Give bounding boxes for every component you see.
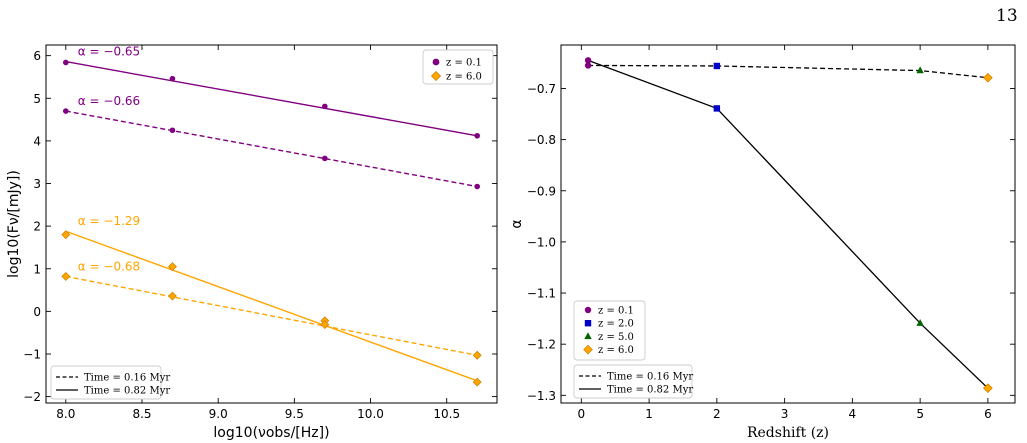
x-tick-label: 2 (713, 407, 721, 421)
alpha-annotation: α = −1.29 (78, 214, 140, 228)
x-tick-label: 6 (984, 407, 992, 421)
data-point (916, 319, 924, 326)
alpha-redshift-panel: 0 1 2 3 4 5 6 −0.7 −0.8 −0.9 −1.0 −1.1 −1.2 −1.3 Redsh… (509, 44, 1016, 441)
x-tick-label: 0 (578, 407, 586, 421)
x-tick-label: 4 (849, 407, 857, 421)
legend-marker (584, 306, 592, 314)
data-point (168, 262, 177, 272)
data-point (322, 155, 328, 162)
plot-frame (45, 44, 498, 404)
y-tick-label: −0.8 (527, 133, 556, 147)
legend-label: z = 0.1 (598, 306, 634, 317)
y-tick-label: 0 (33, 305, 41, 319)
data-point (916, 66, 924, 74)
data-point (61, 271, 71, 281)
data-point (584, 62, 592, 69)
alpha-annotation: α = −0.68 (78, 259, 140, 273)
x-axis-label: Redshift (z) (747, 425, 829, 441)
legend-label: z = 6.0 (598, 345, 634, 356)
data-point (472, 350, 482, 360)
x-tick-label: 3 (781, 407, 789, 421)
data-point (713, 62, 721, 70)
fit-line (65, 60, 478, 137)
x-tick-label: 8.5 (132, 407, 151, 421)
data-point (713, 105, 721, 112)
data-point (63, 59, 69, 66)
alpha-annotation: α = −0.66 (78, 94, 140, 108)
y-tick-label: −1.0 (527, 235, 556, 249)
y-tick-label: −1.1 (527, 287, 556, 301)
x-tick-label: 10.0 (357, 407, 384, 421)
data-point (320, 320, 330, 330)
data-point (584, 57, 592, 64)
fit-line (65, 275, 478, 356)
y-tick-label: 2 (33, 220, 41, 234)
y-tick-label: −0.9 (527, 184, 556, 198)
x-tick-label: 5 (916, 407, 924, 421)
spectrum-panel: α = −0.65 α = −0.66 α = −1.29 α = −0.68 8.0 8… (6, 44, 498, 441)
y-tick-label: 4 (33, 134, 41, 148)
y-tick-label: 6 (33, 49, 41, 63)
marker-legend-box (573, 300, 646, 361)
x-tick-label: 1 (645, 407, 653, 421)
alpha-annotation: α = −0.65 (78, 45, 140, 59)
legend-label: Time = 0.82 Myr (84, 386, 170, 397)
legend-label: z = 2.0 (598, 319, 634, 330)
y-tick-label: 3 (33, 177, 41, 191)
x-tick-label: 8.0 (56, 407, 75, 421)
data-point (63, 108, 69, 114)
legend-marker (583, 344, 593, 355)
legend-label: Time = 0.16 Myr (84, 373, 170, 384)
data-point (474, 183, 480, 190)
legend-label: z = 0.1 (446, 58, 482, 69)
series-line (588, 64, 988, 79)
y-axis-label: α (509, 219, 525, 228)
data-point (61, 230, 71, 240)
y-tick-label: −2 (23, 390, 41, 404)
y-tick-label: −0.7 (527, 82, 556, 96)
data-point (983, 72, 993, 83)
page-number: 13 (996, 6, 1018, 26)
line-legend-box (50, 365, 162, 400)
y-tick-label: −1 (23, 347, 41, 361)
data-point (322, 103, 328, 110)
y-tick-label: 1 (33, 262, 41, 276)
x-tick-label: 10.5 (433, 407, 460, 421)
legend-marker (584, 332, 592, 340)
y-axis-label: log10(Fν/[mJy]) (6, 170, 22, 278)
data-point (169, 127, 176, 134)
data-point (168, 291, 177, 301)
x-tick-label: 9.5 (285, 407, 304, 421)
y-tick-label: −1.3 (527, 389, 556, 403)
data-point (474, 132, 480, 139)
data-point (472, 377, 482, 387)
line-legend-box (573, 364, 693, 399)
legend-label: z = 5.0 (598, 332, 634, 343)
legend-marker (584, 320, 592, 327)
y-tick-label: 5 (33, 92, 41, 106)
fit-line (65, 230, 478, 382)
legend-marker (430, 70, 442, 82)
legend-label: Time = 0.82 Myr (607, 385, 693, 396)
fit-line (65, 110, 478, 188)
legend-marker (432, 58, 440, 66)
plot-frame (560, 44, 1016, 404)
series-line (587, 59, 989, 389)
legend-label: Time = 0.16 Myr (607, 372, 693, 383)
data-point (983, 383, 993, 393)
legend-label: z = 6.0 (446, 72, 482, 83)
x-tick-label: 9.0 (209, 407, 228, 421)
y-tick-label: −1.2 (527, 338, 556, 352)
x-axis-label: log10(νobs/[Hz]) (213, 425, 329, 441)
data-point (169, 75, 176, 82)
